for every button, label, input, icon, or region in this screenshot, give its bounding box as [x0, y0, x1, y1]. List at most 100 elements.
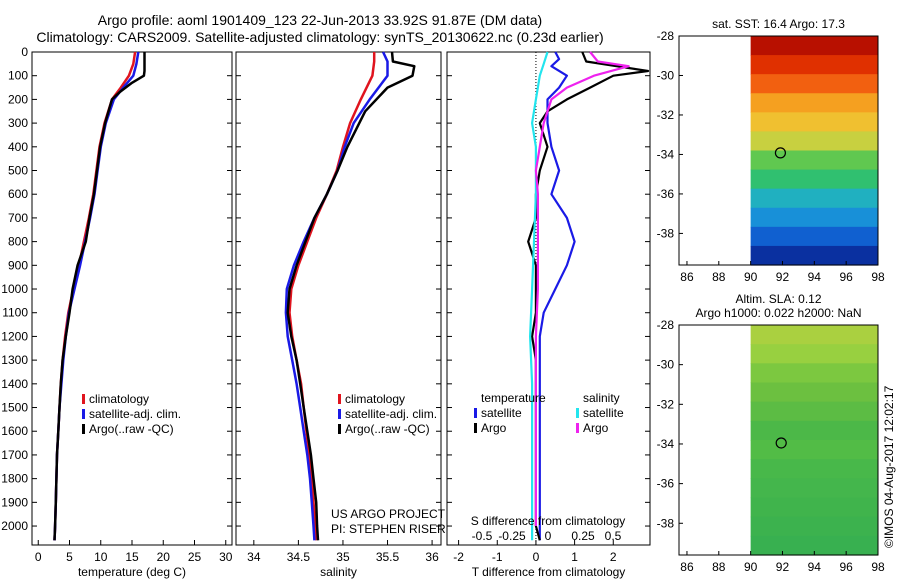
legend-entry: Argo(..raw -QC) — [89, 422, 174, 436]
map-cell — [750, 226, 878, 247]
sst_map-xtick-label: 88 — [712, 270, 726, 284]
temperature-ytick-label: 800 — [8, 235, 28, 249]
map-cell — [750, 188, 878, 209]
legend-entry: Argo — [583, 421, 609, 435]
legend-title-temperature: temperature — [481, 391, 546, 405]
sla_map-ytick-label: -38 — [657, 516, 675, 530]
map-cell — [750, 93, 878, 113]
temperature-xtick-label: 20 — [157, 550, 171, 564]
temperature-xlabel: temperature (deg C) — [78, 565, 186, 579]
salinity-xtick-label: 35.5 — [376, 550, 400, 564]
sla_map-frame — [678, 324, 879, 556]
temperature-ytick-label: 1100 — [2, 306, 28, 320]
legend-swatch — [82, 424, 85, 434]
difference-xtick-label: -2 — [453, 550, 464, 564]
legend-swatch — [338, 424, 341, 434]
sst_map-xtick-label: 98 — [871, 270, 885, 284]
temperature-ytick-label: 1300 — [1, 353, 28, 367]
temperature-ytick-label: 700 — [8, 211, 28, 225]
legend-entry: satellite-adj. clim. — [89, 407, 181, 421]
temperature-frame — [31, 51, 233, 546]
legend-swatch — [338, 409, 341, 419]
sla_map-xtick-label: 92 — [776, 560, 790, 574]
map-cell — [750, 131, 878, 152]
temperature-xtick-label: 0 — [35, 550, 42, 564]
map-cell — [750, 207, 878, 228]
series-satellite-adj-clim- — [53, 51, 140, 541]
series-argo-raw-qc- — [53, 52, 146, 541]
temperature-panel: 0 5 10 15 20 25 300100200300400500600700800900… — [1, 45, 232, 579]
map-cell — [750, 478, 878, 499]
sla_map-title: Argo h1000: 0.022 h2000: NaN — [695, 306, 861, 320]
series-climatology — [288, 52, 376, 541]
temperature-ytick-label: 2000 — [1, 519, 28, 533]
temperature-xtick-label: 15 — [125, 550, 139, 564]
sla_map-ytick-label: -30 — [657, 358, 675, 372]
sla-map-panel: 86 88 90 92 94 96 98 -28 -30 -32 -34 -36 -38 Altim. S… — [657, 292, 885, 574]
sst_map-ytick-label: -32 — [657, 108, 675, 122]
temperature-ytick-label: 1400 — [1, 377, 28, 391]
map-cell — [750, 344, 878, 364]
series-temperature-satellite — [538, 51, 576, 541]
temperature-ytick-label: 1800 — [1, 472, 28, 486]
sla_map-xtick-label: 94 — [808, 560, 822, 574]
sst_map-ytick-label: -34 — [657, 147, 675, 161]
legend-swatch — [576, 408, 579, 418]
legend-swatch — [338, 394, 341, 404]
map-cell — [750, 420, 878, 441]
temperature-ytick-label: 200 — [8, 92, 28, 106]
sla_map-xtick-label: 90 — [744, 560, 758, 574]
argo-float-marker — [775, 437, 787, 449]
temperature-ytick-label: 100 — [8, 69, 28, 83]
salinity-tick-label: 0.25 — [571, 529, 595, 543]
temperature-ytick-label: 600 — [8, 187, 28, 201]
temperature-ytick-label: 1200 — [1, 329, 28, 343]
difference-xtick-label: 1 — [571, 550, 578, 564]
difference-frame — [446, 51, 651, 546]
sla_map-xtick-label: 86 — [680, 560, 694, 574]
pi-label: PI: STEPHEN RISER — [331, 522, 446, 536]
project-label: US ARGO PROJECT — [331, 507, 446, 521]
temperature-ytick-label: 500 — [8, 164, 28, 178]
salinity-tick-label: -0.25 — [498, 529, 526, 543]
map-cell — [750, 497, 878, 518]
difference-panel: -2 -1 0 1 2T difference from climatology temp… — [446, 51, 651, 579]
imos-watermark: ©IMOS 04-Aug-2017 12:02:17 — [882, 385, 896, 548]
sst_map-xtick-label: 96 — [839, 270, 853, 284]
sst_map-ytick-label: -38 — [657, 226, 675, 240]
legend-swatch — [474, 423, 477, 433]
salinity-tick-label: 0.5 — [605, 529, 622, 543]
legend-entry: climatology — [89, 392, 149, 406]
map-cell — [750, 112, 878, 133]
map-cell — [750, 36, 878, 56]
legend-entry: Argo — [481, 421, 507, 435]
sla_map-title: Altim. SLA: 0.12 — [735, 292, 821, 306]
salinity-xtick-label: 34.5 — [287, 550, 311, 564]
map-cell — [750, 55, 878, 75]
sla_map-ytick-label: -28 — [657, 318, 675, 332]
temperature-xtick-label: 25 — [188, 550, 202, 564]
sst_map-xtick-label: 86 — [680, 270, 694, 284]
map-cell — [750, 74, 878, 94]
difference-xtick-label: 2 — [610, 550, 617, 564]
temperature-ytick-label: 1600 — [1, 424, 28, 438]
sst-map-panel: 86 88 90 92 94 96 98 -28 -30 -32 -34 -36 -38 sat. SST… — [657, 17, 885, 284]
sst_map-xtick-label: 94 — [808, 270, 822, 284]
sla_map-xtick-label: 88 — [712, 560, 726, 574]
salinity-xlabel: salinity — [320, 565, 357, 579]
argo-float-marker — [774, 147, 787, 159]
sst_map-ytick-label: -30 — [657, 68, 675, 82]
salinity-panel: 34 34.5 35 35.5 36 salinity climatologysatelli… — [235, 51, 442, 579]
map-cell — [750, 150, 878, 171]
map-cell — [750, 325, 878, 345]
temperature-ytick-label: 1000 — [1, 282, 28, 296]
sla_map-xtick-label: 98 — [871, 560, 885, 574]
temperature-ytick-label: 0 — [21, 45, 28, 59]
temperature-xtick-label: 10 — [94, 550, 108, 564]
sst_map-xtick-label: 90 — [744, 270, 758, 284]
map-cell — [750, 459, 878, 479]
map-cell — [750, 363, 878, 384]
temperature-ytick-label: 1500 — [1, 401, 28, 415]
salinity-frame — [235, 51, 442, 546]
